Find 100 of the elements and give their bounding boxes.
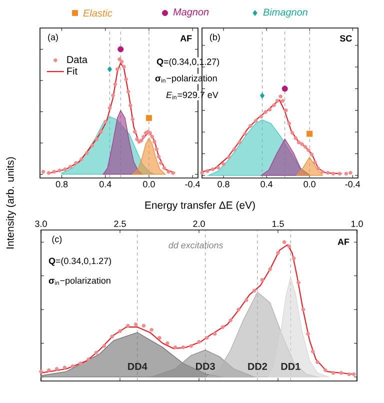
point — [90, 144, 94, 148]
point — [276, 251, 280, 255]
point — [310, 152, 314, 156]
point — [331, 172, 336, 176]
point — [292, 256, 296, 260]
point — [324, 368, 328, 372]
point — [296, 140, 301, 144]
point — [118, 46, 124, 52]
point — [146, 115, 152, 121]
point — [296, 280, 300, 284]
point — [142, 324, 146, 328]
series-label: DD2 — [248, 362, 268, 370]
point — [259, 114, 264, 118]
point — [74, 161, 78, 165]
point — [313, 160, 317, 164]
point — [99, 130, 103, 134]
point — [78, 362, 82, 366]
series-label: DD1 — [281, 363, 300, 370]
point — [135, 137, 139, 142]
point — [326, 170, 330, 175]
text: SC — [340, 35, 352, 42]
point — [301, 308, 306, 312]
point — [300, 142, 304, 146]
point — [320, 170, 324, 174]
point — [118, 57, 122, 62]
x-tick-label: 0.4 — [260, 181, 273, 188]
point — [243, 132, 247, 136]
point — [216, 166, 220, 170]
x-tick-label: 0.4 — [99, 181, 112, 188]
legend-label: Magnon — [173, 8, 209, 18]
point — [316, 360, 320, 364]
legend-label: Elastic — [83, 9, 112, 17]
point — [107, 66, 112, 72]
point — [348, 170, 352, 175]
point — [94, 350, 98, 355]
point — [142, 134, 146, 139]
point — [84, 151, 89, 155]
point — [260, 278, 264, 282]
point — [62, 366, 67, 370]
x-tick-label: -0.4 — [185, 181, 200, 188]
point — [181, 345, 186, 350]
point — [290, 131, 294, 135]
point — [166, 341, 170, 346]
text: AF — [180, 35, 192, 42]
legend-label: Fit — [67, 67, 78, 75]
point — [111, 94, 115, 98]
point — [126, 90, 130, 94]
point — [173, 345, 178, 350]
point — [166, 170, 170, 174]
annotation: dd excitations — [168, 242, 224, 248]
point — [303, 144, 308, 149]
point — [316, 166, 320, 170]
text: (a) — [48, 34, 58, 42]
x-tick-label: 0.0 — [304, 181, 316, 188]
point — [268, 267, 272, 271]
point — [102, 344, 106, 348]
point — [306, 332, 310, 336]
point — [228, 318, 232, 322]
point — [154, 147, 158, 152]
point — [232, 147, 236, 152]
text: (b) — [210, 34, 220, 42]
point — [275, 98, 280, 103]
point — [278, 94, 282, 98]
point — [268, 108, 272, 112]
point — [212, 332, 217, 336]
point — [238, 140, 242, 144]
point — [130, 117, 135, 122]
point — [122, 64, 126, 69]
point — [103, 120, 108, 124]
x-tick-label: -0.4 — [345, 181, 360, 188]
point — [282, 86, 288, 92]
point — [339, 371, 344, 375]
point — [264, 110, 268, 114]
x-tick-label: 3.0 — [35, 220, 47, 227]
point — [118, 329, 122, 334]
point — [197, 340, 201, 344]
point — [294, 136, 298, 140]
point — [236, 308, 240, 312]
point — [115, 67, 120, 72]
point — [338, 172, 342, 176]
legend-label: Bimagnon — [263, 8, 308, 18]
point — [108, 106, 112, 110]
point — [280, 98, 285, 103]
point — [244, 298, 248, 302]
point — [110, 334, 114, 338]
series-label: DD3 — [196, 362, 215, 370]
point — [222, 162, 226, 166]
point — [260, 92, 265, 99]
point — [126, 324, 130, 328]
point — [148, 131, 152, 135]
point — [254, 118, 258, 123]
point — [344, 172, 348, 176]
x-axis-title: Energy transfer ΔE (eV) — [145, 201, 255, 211]
point — [39, 370, 43, 374]
point — [352, 372, 356, 376]
point — [159, 161, 163, 165]
point — [86, 358, 90, 362]
x-tick-label: 1.5 — [272, 220, 284, 227]
point — [58, 168, 62, 172]
point — [54, 366, 59, 371]
